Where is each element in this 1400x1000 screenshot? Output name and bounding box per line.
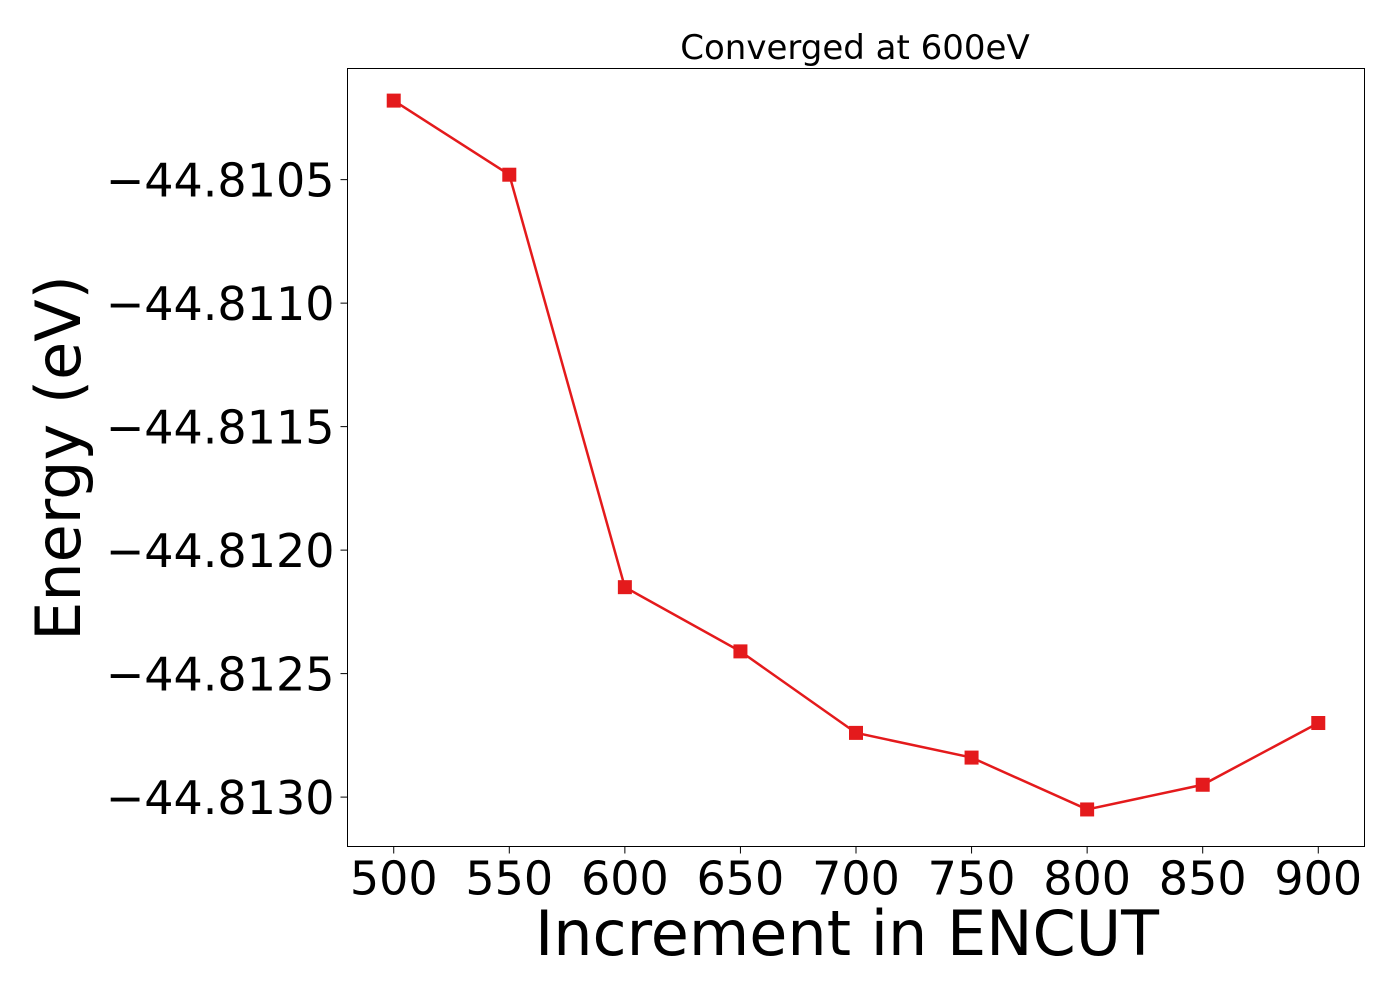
data-point-marker	[502, 167, 517, 182]
data-point-marker	[617, 580, 632, 595]
x-tick-label: 650	[697, 852, 785, 906]
x-tick-label: 600	[581, 852, 669, 906]
data-point-marker	[849, 725, 863, 740]
series-layer	[386, 93, 1326, 817]
x-tick-label: 750	[928, 852, 1016, 906]
y-tick-label: −44.8125	[106, 648, 335, 702]
x-tick-label: 850	[1159, 852, 1247, 906]
data-point-marker	[1080, 802, 1095, 817]
x-tick-label: 500	[350, 852, 438, 906]
chart-title: Converged at 600eV	[680, 28, 1029, 68]
data-point-marker	[1311, 716, 1326, 731]
data-point-marker	[1195, 777, 1210, 792]
data-point-marker	[733, 644, 748, 659]
data-point-marker	[386, 93, 401, 108]
x-tick-label: 700	[812, 852, 900, 906]
y-axis-ticks: −44.8105 −44.8110 −44.8115 −44.8120 −44.8125…	[106, 154, 348, 825]
y-tick-label: −44.8110	[106, 277, 335, 331]
data-point-marker	[964, 750, 979, 765]
y-tick-label: −44.8120	[106, 524, 335, 578]
x-tick-label: 800	[1043, 852, 1131, 906]
y-axis-label: Energy (eV)	[22, 275, 95, 641]
x-axis-label: Increment in ENCUT	[535, 897, 1160, 970]
x-tick-label: 550	[465, 852, 553, 906]
x-tick-label: 900	[1274, 852, 1362, 906]
y-tick-label: −44.8115	[106, 401, 335, 455]
series-line	[393, 99, 1319, 811]
y-tick-label: −44.8130	[106, 771, 335, 825]
x-axis-ticks: 500 550 600 650 700 750 800 850 900	[350, 846, 1362, 906]
y-tick-label: −44.8105	[106, 154, 335, 208]
